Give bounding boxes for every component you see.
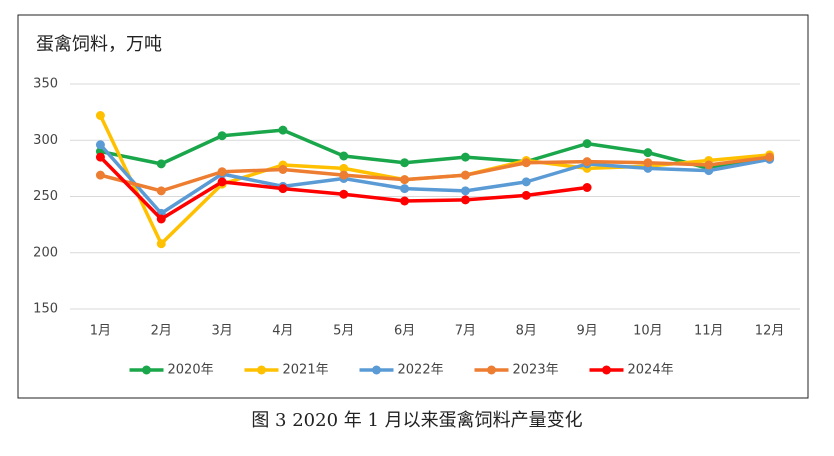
point: [643, 148, 653, 158]
x-tick-label: 7月: [455, 324, 476, 339]
series-line: [99, 143, 770, 216]
point: [400, 184, 410, 194]
point: [95, 170, 105, 180]
point: [278, 125, 288, 135]
legend-marker: [142, 365, 151, 375]
point: [765, 152, 775, 162]
point: [400, 196, 410, 206]
x-tick-label: 4月: [272, 324, 293, 339]
point: [521, 190, 531, 200]
point: [582, 183, 592, 192]
legend-marker: [372, 365, 381, 375]
point: [278, 165, 288, 174]
x-tick-label: 10月: [633, 324, 663, 339]
x-tick-label: 5月: [333, 324, 354, 339]
x-tick-label: 2月: [151, 324, 172, 339]
legend-label: 2024年: [628, 363, 674, 378]
point: [95, 111, 105, 120]
legend-label: 2022年: [398, 363, 444, 378]
x-tick-label: 11月: [694, 324, 724, 339]
chart-title: 蛋禽饲料，万吨: [36, 34, 162, 55]
point: [156, 159, 166, 169]
series-line: [99, 155, 770, 193]
y-tick-label: 150: [33, 302, 58, 317]
point: [339, 151, 349, 161]
point: [217, 177, 227, 187]
caption: 图 3 2020 年 1 月以来蛋禽饲料产量变化: [251, 410, 582, 431]
legend-label: 2021年: [283, 363, 329, 378]
legend-marker: [257, 365, 266, 375]
x-tick-label: 6月: [394, 324, 415, 339]
chart-frame: [17, 14, 809, 399]
series-line: [100, 128, 770, 171]
point: [339, 170, 349, 180]
legend-marker: [602, 365, 611, 375]
point: [95, 140, 105, 150]
point: [460, 195, 470, 205]
point: [460, 152, 470, 162]
legend-label: 2020年: [168, 363, 214, 378]
x-tick-label: 8月: [516, 324, 537, 339]
point: [704, 160, 714, 170]
x-tick-label: 3月: [211, 324, 232, 339]
legend-marker: [487, 365, 496, 375]
point: [400, 175, 410, 185]
point: [521, 177, 531, 187]
point: [339, 189, 349, 199]
point: [156, 186, 166, 196]
point: [156, 214, 166, 224]
point: [582, 139, 592, 149]
y-tick-label: 250: [33, 189, 58, 204]
point: [643, 158, 653, 168]
x-tick-label: 12月: [755, 324, 785, 339]
x-tick-label: 9月: [576, 324, 597, 339]
y-tick-label: 350: [33, 77, 58, 92]
point: [339, 163, 349, 173]
y-tick-label: 200: [33, 245, 58, 260]
y-tick-label: 300: [33, 133, 58, 148]
point: [582, 157, 592, 167]
point: [460, 186, 470, 196]
point: [278, 184, 288, 194]
point: [217, 131, 227, 141]
x-tick-label: 1月: [90, 324, 111, 339]
point: [217, 167, 227, 177]
legend-label: 2023年: [513, 363, 559, 378]
point: [400, 158, 410, 168]
point: [521, 158, 531, 168]
point: [460, 170, 470, 180]
point: [95, 152, 105, 162]
point: [156, 239, 166, 249]
